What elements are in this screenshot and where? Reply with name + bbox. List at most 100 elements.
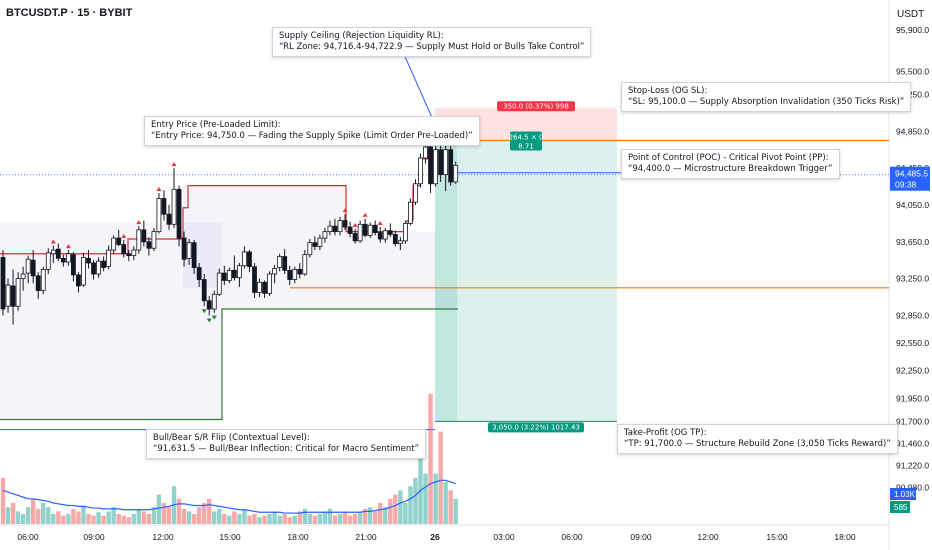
candle <box>15 272 21 311</box>
candle-body <box>322 231 328 239</box>
volume-badge <box>890 501 910 513</box>
candle-body <box>10 285 16 307</box>
swing-marker <box>50 239 56 244</box>
candle-body <box>35 275 41 291</box>
candle <box>387 223 393 238</box>
candle <box>433 143 438 187</box>
candle-body <box>377 232 383 240</box>
candle <box>237 262 242 287</box>
volume-bar <box>76 511 81 524</box>
volume-bar <box>408 486 413 524</box>
swing-marker-low <box>206 318 212 323</box>
reward-label: 3,050.0 (3.22%) 1017.43 <box>488 422 584 433</box>
volume-bar <box>217 508 222 524</box>
candle-body <box>237 265 242 279</box>
note-text: “94,400.0 — Microstructure Breakdown Tri… <box>628 164 833 174</box>
volume-bar <box>383 507 388 524</box>
candle-body <box>81 257 86 286</box>
volume-bar <box>30 498 36 524</box>
candle <box>342 214 348 230</box>
volume-bar <box>5 507 11 524</box>
candle <box>347 221 353 238</box>
volume-bar <box>317 513 323 524</box>
x-tick-label: 09:00 <box>630 532 652 542</box>
candle-body <box>257 281 262 293</box>
volume-bar <box>181 508 187 524</box>
candle <box>292 266 298 284</box>
volume-bar <box>272 511 277 524</box>
candle-body <box>312 242 318 247</box>
x-tick-label: 12:00 <box>152 532 174 542</box>
candle-body <box>96 260 101 275</box>
volume-bar <box>131 513 136 524</box>
candle <box>71 251 76 282</box>
candle-body <box>443 149 449 175</box>
x-tick-label: 06:00 <box>17 532 39 542</box>
candle <box>131 246 137 261</box>
swing-marker <box>352 222 358 227</box>
candle <box>302 250 308 276</box>
candle <box>267 271 272 297</box>
y-tick-label: 92,850.0 <box>896 310 929 320</box>
volume-bar <box>121 515 126 524</box>
candle <box>413 179 418 205</box>
volume-bar <box>91 515 96 524</box>
candle <box>106 245 112 270</box>
volume-bar <box>327 508 333 524</box>
candle <box>86 250 91 269</box>
note-title: Bull/Bear S/R Flip (Contextual Level): <box>153 433 310 443</box>
candle-body <box>448 149 454 183</box>
note-title: Supply Ceiling (Rejection Liquidity RL): <box>279 31 444 41</box>
candle-body <box>342 220 348 228</box>
volume-bar <box>71 508 76 524</box>
volume-bar <box>252 513 257 524</box>
candle <box>247 250 252 273</box>
candle <box>96 257 101 278</box>
candle-body <box>392 234 398 245</box>
candle-body <box>40 269 46 291</box>
candle-body <box>65 253 71 263</box>
x-tick-label: 15:00 <box>219 532 241 542</box>
candle <box>5 278 11 313</box>
candle <box>151 227 157 251</box>
x-tick-label: 03:00 <box>493 532 515 542</box>
volume-bar <box>237 513 242 524</box>
candle <box>216 268 222 297</box>
candle-body <box>191 242 197 268</box>
candle-body <box>292 269 298 280</box>
range-box <box>183 185 346 288</box>
y-tick-label: 92,550.0 <box>896 338 929 348</box>
volume-bar <box>448 490 453 524</box>
candle <box>50 245 56 263</box>
candle <box>352 228 358 244</box>
candle-body <box>186 242 192 259</box>
candle <box>408 198 413 226</box>
candle <box>126 250 132 262</box>
range-box <box>222 287 458 309</box>
volume-bar <box>166 507 172 524</box>
risk-label-text: 350.0 (0.37%) 998 <box>503 102 569 110</box>
volume-bar <box>25 507 31 524</box>
candle <box>282 249 288 275</box>
candle <box>76 272 81 293</box>
position-center-text: 264.5 × 0 <box>509 133 544 141</box>
volume-bar <box>438 431 443 524</box>
candle <box>171 168 177 228</box>
volume-bar <box>398 490 403 524</box>
candle <box>81 252 86 287</box>
candle <box>166 204 172 230</box>
volume-bar <box>257 517 262 524</box>
candle-body <box>423 146 428 159</box>
candle-body <box>327 225 333 233</box>
candle <box>443 141 449 192</box>
candle-body <box>45 252 51 270</box>
candle-body <box>282 256 288 271</box>
volume-bar <box>322 511 328 524</box>
note-take-profit: Take-Profit (OG TP): “TP: 91,700.0 — Str… <box>617 424 898 454</box>
candle-body <box>116 237 122 245</box>
position-active-zone <box>435 140 457 422</box>
volume-bar <box>302 508 307 524</box>
candle <box>392 230 398 247</box>
candle <box>35 272 41 299</box>
